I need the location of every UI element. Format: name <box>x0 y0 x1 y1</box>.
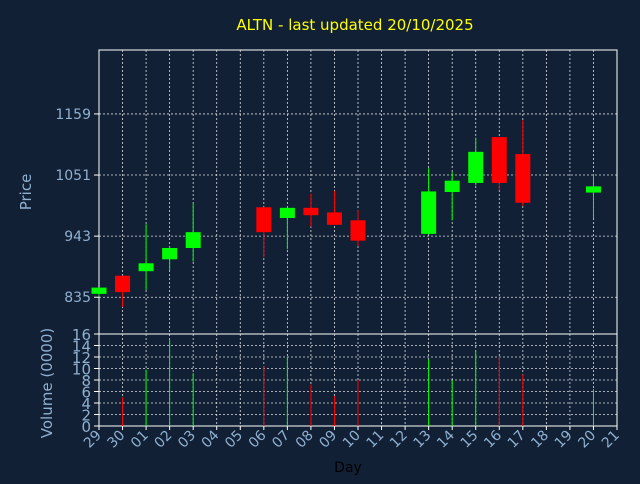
day-tick-label: 07 <box>269 428 293 452</box>
candle-body-down <box>515 154 531 203</box>
candle-body-down <box>326 212 342 225</box>
candle-body-up <box>468 151 484 183</box>
volume-tick-label: 6 <box>81 384 91 402</box>
day-tick-label: 14 <box>434 427 458 451</box>
day-tick-label: 06 <box>246 427 270 451</box>
price-tick-label: 835 <box>64 290 91 306</box>
day-tick-label: 12 <box>387 428 411 452</box>
day-tick-label: 15 <box>458 428 482 452</box>
candle-body-down <box>256 207 272 233</box>
price-tick-label: 943 <box>64 229 91 245</box>
day-tick-label: 05 <box>222 428 246 452</box>
candle-body-down <box>491 137 507 183</box>
candle-body-up <box>162 248 178 260</box>
volume-tick-label: 16 <box>72 326 91 344</box>
day-tick-label: 13 <box>411 428 435 452</box>
price-tick-label: 1051 <box>55 168 91 184</box>
candle-body-down <box>350 220 366 241</box>
day-tick-label: 03 <box>175 428 199 452</box>
price-axis-label: Price <box>17 174 35 211</box>
day-axis: 29 30 01 02 03 04 05 06 07 08 09 10 11 12 13 14 15 16 17 18… <box>81 426 623 451</box>
volume-tick-label: 2 <box>81 407 91 425</box>
day-tick-label: 02 <box>152 428 176 452</box>
volume-tick-label: 10 <box>72 361 91 379</box>
day-tick-label: 19 <box>552 428 576 452</box>
day-tick-label: 17 <box>505 428 529 452</box>
candle-body-up <box>444 180 460 192</box>
candle-body-up <box>279 207 295 219</box>
candle-body-up <box>421 191 437 234</box>
day-tick-label: 18 <box>528 428 552 452</box>
day-tick-label: 11 <box>363 428 387 452</box>
day-tick-label: 20 <box>575 428 599 452</box>
candle-body-up <box>138 263 154 272</box>
chart-title: ALTN - last updated 20/10/2025 <box>236 16 473 34</box>
candle-body-down <box>303 207 319 216</box>
volume-tick-label: 12 <box>72 349 91 367</box>
volume-tick-label: 14 <box>72 338 91 356</box>
day-tick-label: 30 <box>104 428 128 452</box>
day-tick-label: 10 <box>340 428 364 452</box>
day-tick-label: 08 <box>293 428 317 452</box>
volume-tick-label: 8 <box>81 372 91 390</box>
day-tick-label: 01 <box>128 428 152 452</box>
price-tick-label: 1159 <box>55 107 91 123</box>
candle-body-down <box>115 275 131 293</box>
candle-body-up <box>585 186 601 193</box>
day-tick-label: 21 <box>599 428 623 452</box>
day-tick-label: 04 <box>199 427 223 451</box>
day-tick-label: 16 <box>481 427 505 451</box>
candle-body-up <box>185 232 201 249</box>
day-axis-label: Day <box>334 460 362 476</box>
price-panel: 835 943 1051 1159 <box>55 49 618 335</box>
volume-tick-label: 4 <box>81 395 91 413</box>
candle-body-up <box>91 287 107 294</box>
volume-axis-label: Volume (0000) <box>38 328 56 438</box>
day-tick-label: 09 <box>316 428 340 452</box>
volume-tick-label: 0 <box>81 418 91 436</box>
